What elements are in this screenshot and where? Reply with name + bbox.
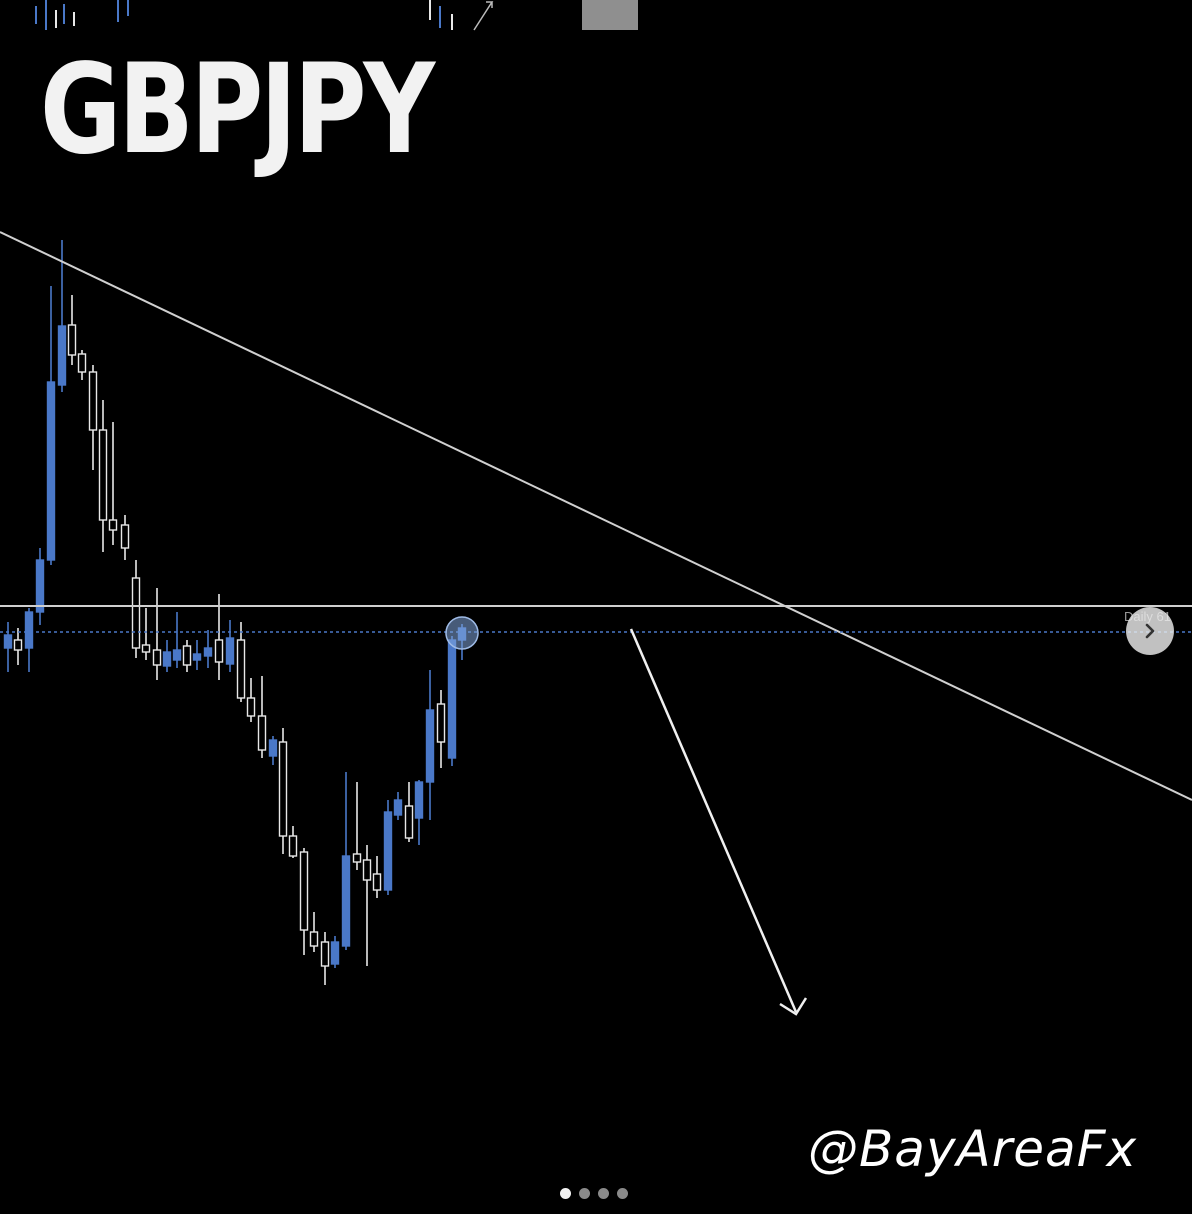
candle-body [320, 941, 330, 967]
candle-body [352, 853, 362, 863]
candle-body [35, 559, 45, 613]
candle-body [120, 524, 130, 549]
carousel-dot[interactable] [617, 1188, 628, 1199]
candle-body [436, 703, 446, 743]
candle-body [88, 371, 98, 431]
candle-body [46, 381, 56, 561]
chevron-right-icon [1145, 623, 1155, 639]
candle-body [13, 639, 23, 651]
candle-body [57, 325, 67, 386]
candle-body [414, 781, 424, 819]
watermark: @BayAreaFx [808, 1120, 1138, 1178]
candle-body [268, 739, 278, 757]
candle-body [257, 715, 267, 751]
previous-chart-strip [35, 0, 494, 31]
candle-body [203, 647, 213, 657]
candle-body [447, 639, 457, 759]
candle-body [67, 324, 77, 356]
candle-body [278, 741, 288, 837]
candle-body [152, 649, 162, 666]
candle-body [393, 799, 403, 816]
candle-body [236, 639, 246, 699]
candle-body [3, 634, 13, 649]
candle-body [214, 639, 224, 663]
candle-body [141, 644, 151, 653]
candle-body [108, 519, 118, 531]
candle-body [299, 851, 309, 931]
touch-marker [445, 616, 479, 650]
candle-body [98, 429, 108, 521]
top-tab-marker [582, 0, 638, 30]
candle-body [383, 811, 393, 891]
forecast-arrow-icon [629, 628, 808, 1016]
carousel-dot[interactable] [560, 1188, 571, 1199]
carousel-dot[interactable] [579, 1188, 590, 1199]
strip-arrow-icon [473, 1, 494, 31]
carousel-dot[interactable] [598, 1188, 609, 1199]
candle-body [131, 577, 141, 649]
candlestick-series [3, 240, 467, 985]
candle-body [182, 645, 192, 666]
candle-body [77, 353, 87, 373]
candle-body [192, 653, 202, 661]
candle-body [309, 931, 319, 947]
candle-body [172, 649, 182, 661]
candle-body [162, 651, 172, 667]
candle-body [362, 859, 372, 881]
carousel-indicator [560, 1188, 628, 1199]
candle-body [372, 873, 382, 891]
candle-body [341, 855, 351, 947]
candle-body [24, 611, 34, 649]
candle-body [404, 805, 414, 839]
candle-body [425, 709, 435, 783]
next-slide-button[interactable] [1126, 607, 1174, 655]
candle-body [288, 835, 298, 857]
page-title: GBPJPY [40, 38, 435, 182]
candle-body [246, 697, 256, 717]
candle-body [330, 941, 340, 965]
descending-trendline [0, 231, 1192, 801]
candle-body [225, 637, 235, 665]
